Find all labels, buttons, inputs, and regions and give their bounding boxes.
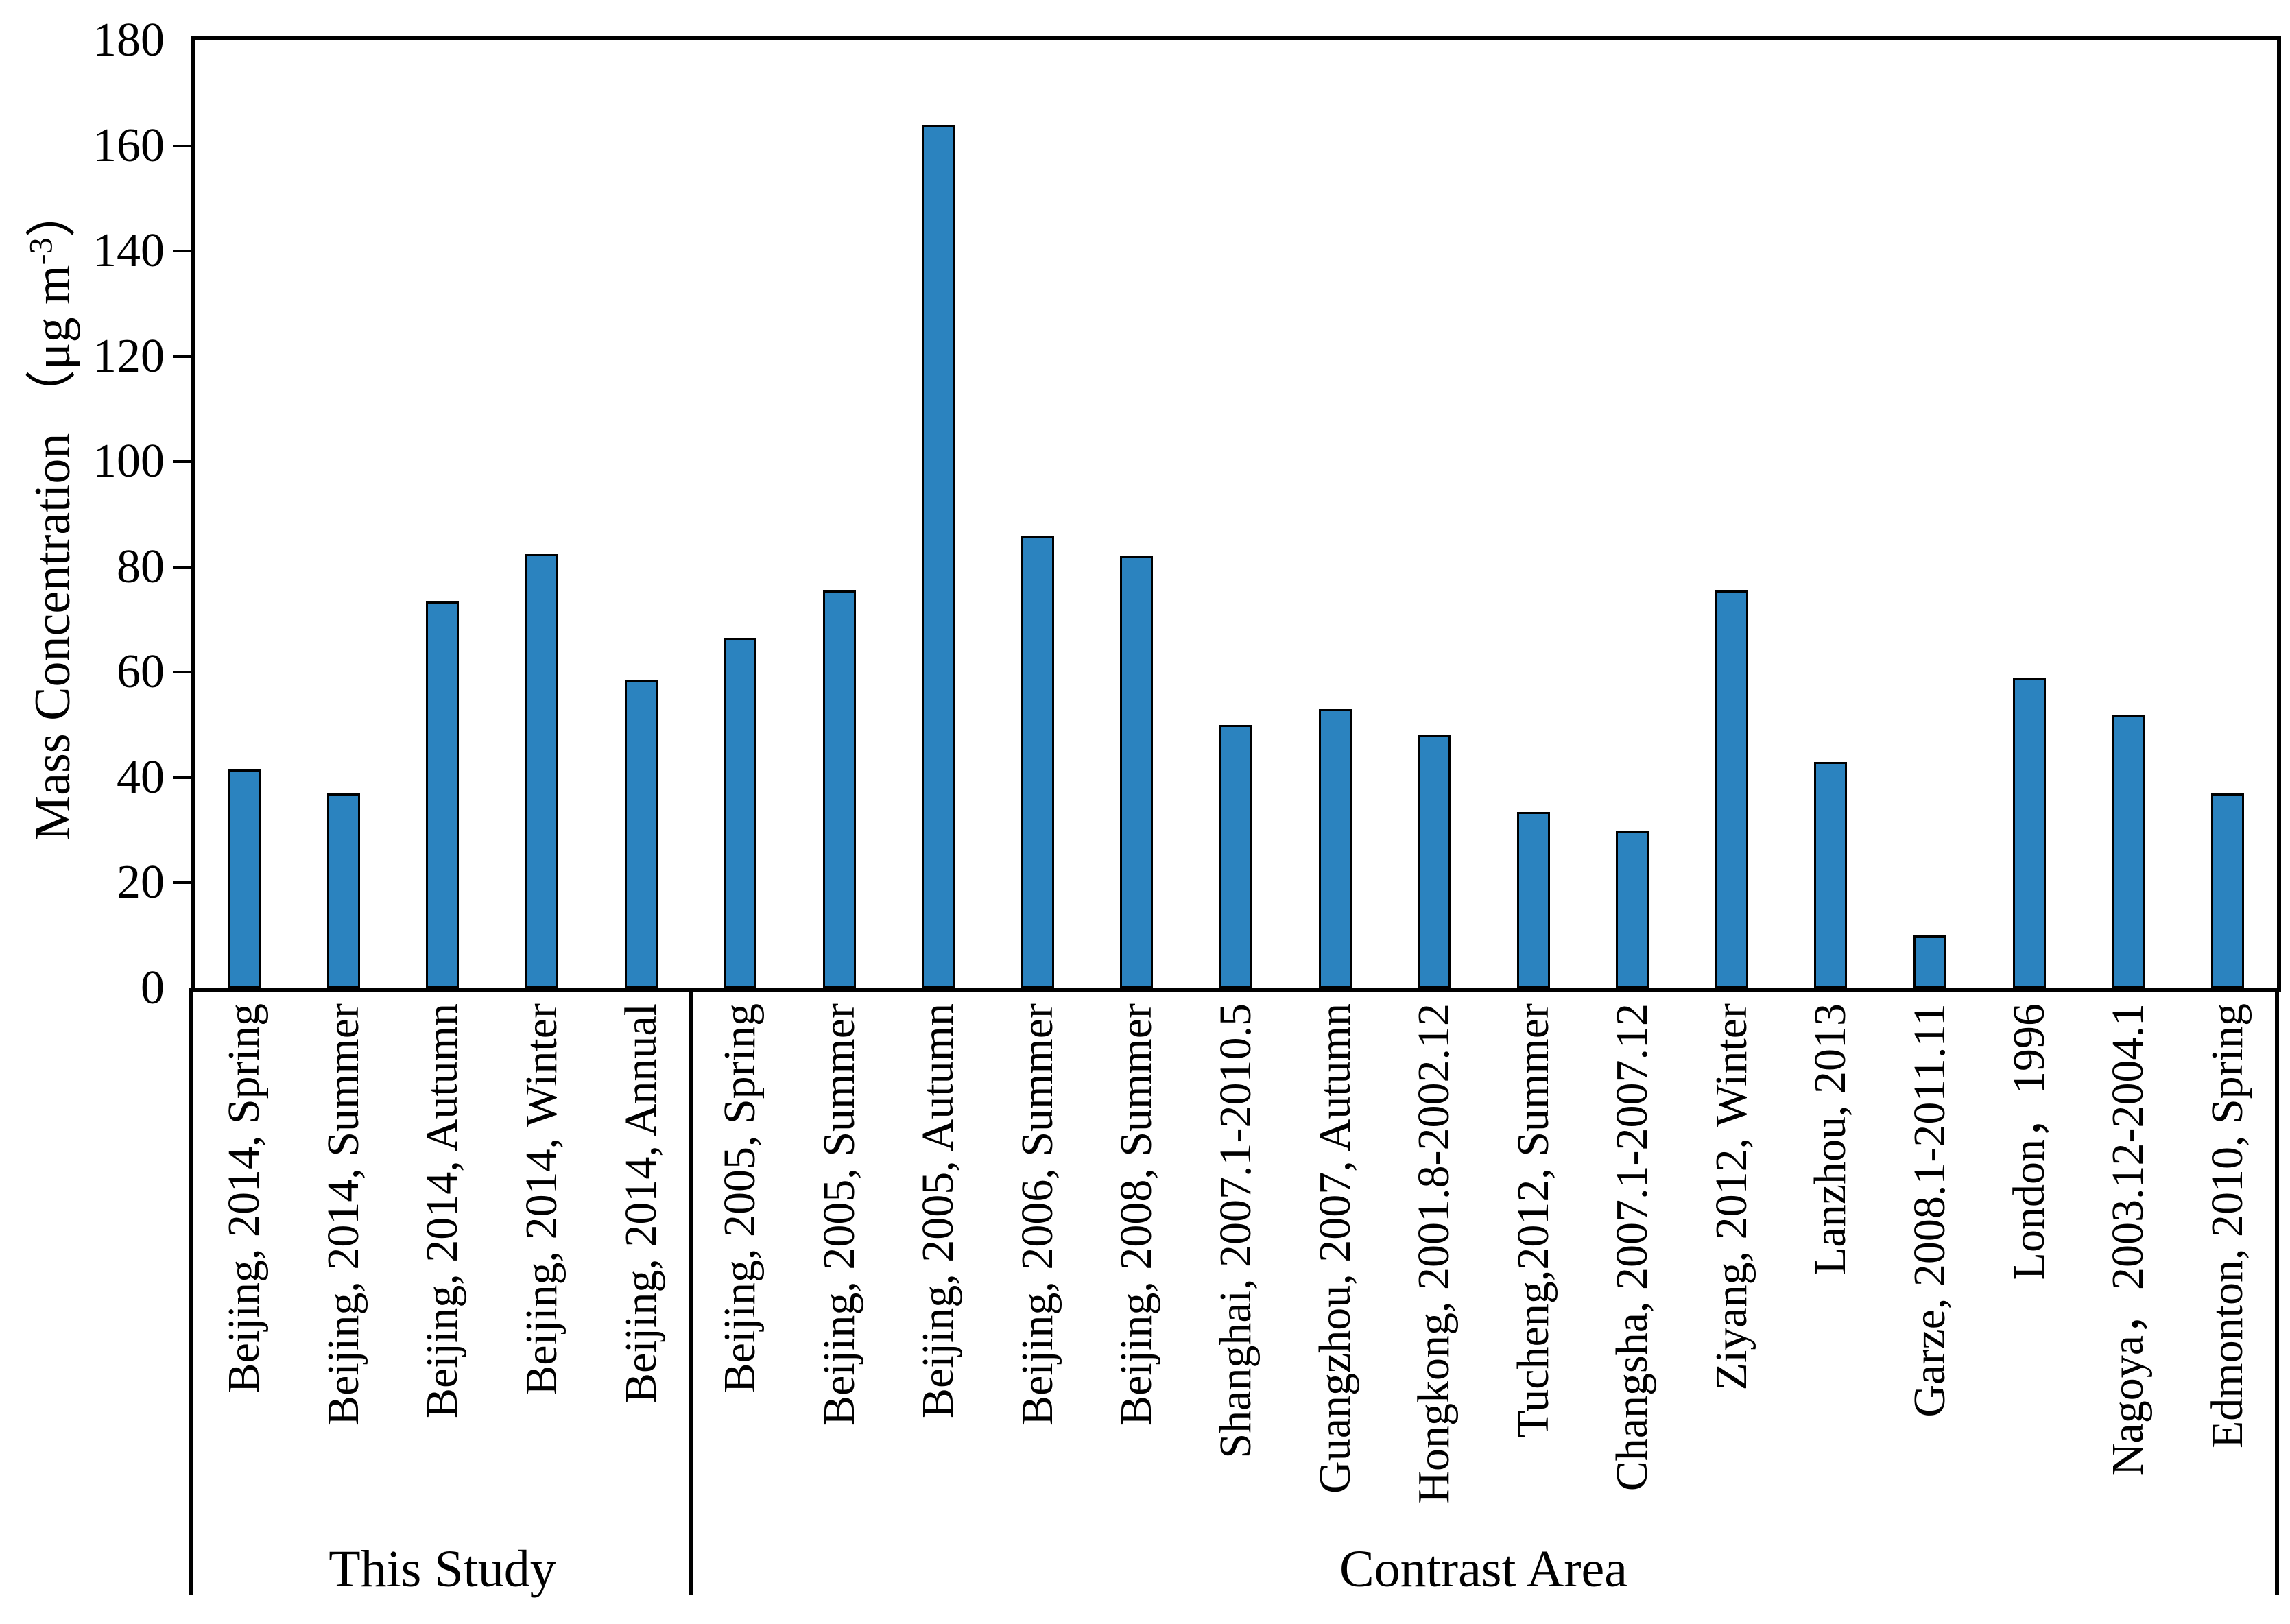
- x-category-label-16: Ziyang, 2012, Winter: [1706, 1003, 1756, 1391]
- x-category-label-17: Lanzhou, 2013: [1805, 1003, 1855, 1275]
- x-category-label-6: Beijing, 2005, Spring: [715, 1003, 765, 1394]
- bar-8: [922, 125, 955, 988]
- y-tick-mark-160: [173, 145, 191, 147]
- x-category-label-2: Beijing, 2014, Summer: [318, 1003, 368, 1426]
- y-tick-label-140: 140: [93, 224, 165, 277]
- y-tick-mark-80: [173, 566, 191, 569]
- x-category-label-4: Beijing, 2014, Winter: [516, 1003, 566, 1396]
- bar-4: [525, 554, 558, 988]
- bar-14: [1517, 812, 1550, 988]
- x-category-label-3: Beijing, 2014, Autumn: [417, 1003, 467, 1419]
- bar-17: [1814, 762, 1847, 988]
- bar-11: [1219, 725, 1252, 988]
- bar-9: [1021, 536, 1054, 988]
- bar-15: [1616, 831, 1649, 988]
- y-tick-label-180: 180: [93, 14, 165, 67]
- group-label-2: Contrast Area: [1339, 1540, 1628, 1598]
- y-tick-label-0: 0: [141, 962, 165, 1014]
- bar-3: [426, 601, 459, 988]
- bar-6: [724, 638, 756, 988]
- bar-16: [1715, 590, 1748, 988]
- group-label-1: This Study: [329, 1540, 556, 1598]
- bar-12: [1319, 709, 1352, 988]
- x-category-label-5: Beijing, 2014, Annual: [616, 1003, 666, 1403]
- bar-20: [2112, 715, 2145, 988]
- x-category-label-14: Tucheng,2012, Summer: [1508, 1003, 1558, 1438]
- section-divider-2: [689, 988, 693, 1595]
- y-tick-mark-60: [173, 671, 191, 673]
- x-category-label-7: Beijing, 2005, Summer: [814, 1003, 864, 1426]
- bar-13: [1418, 735, 1451, 988]
- x-category-label-20: Nagoya，2003.12-2004.1: [2103, 1003, 2153, 1477]
- y-tick-mark-40: [173, 776, 191, 779]
- x-category-label-1: Beijing, 2014, Spring: [219, 1003, 269, 1394]
- y-tick-mark-140: [173, 250, 191, 252]
- y-tick-label-80: 80: [117, 540, 165, 593]
- x-category-label-21: Edmonton, 2010, Spring: [2202, 1003, 2252, 1449]
- x-category-label-18: Garze, 2008.1-2011.11: [1905, 1003, 1955, 1418]
- section-divider-3: [2275, 988, 2279, 1595]
- y-tick-label-60: 60: [117, 645, 165, 698]
- y-tick-label-40: 40: [117, 751, 165, 804]
- x-category-label-10: Beijing, 2008, Summer: [1111, 1003, 1161, 1426]
- bar-1: [228, 769, 261, 988]
- x-category-label-13: Hongkong, 2001.8-2002.12: [1409, 1003, 1459, 1504]
- y-tick-mark-20: [173, 881, 191, 884]
- bar-7: [823, 590, 856, 988]
- bar-21: [2211, 793, 2244, 988]
- y-tick-label-160: 160: [93, 119, 165, 172]
- x-category-label-11: Shanghai, 2007.1-2010.5: [1210, 1003, 1261, 1459]
- y-tick-mark-120: [173, 355, 191, 358]
- y-tick-label-100: 100: [93, 435, 165, 488]
- x-category-label-12: Guangzhou, 2007, Autumn: [1310, 1003, 1360, 1494]
- bar-5: [625, 680, 658, 988]
- plot-area: [191, 36, 2281, 992]
- y-tick-label-120: 120: [93, 330, 165, 383]
- bar-2: [327, 793, 360, 988]
- bar-10: [1120, 556, 1153, 988]
- y-tick-label-20: 20: [117, 856, 165, 909]
- x-category-label-8: Beijing, 2005, Autumn: [913, 1003, 963, 1419]
- y-tick-mark-100: [173, 460, 191, 463]
- y-axis-title: Mass Concentration （μg m-3）: [23, 187, 81, 840]
- section-divider-1: [189, 988, 193, 1595]
- bar-19: [2013, 678, 2046, 988]
- bar-18: [1913, 935, 1946, 988]
- x-category-label-19: London，1996: [2004, 1003, 2054, 1280]
- x-category-label-15: Changsha, 2007.1-2007.12: [1607, 1003, 1657, 1492]
- x-category-label-9: Beijing, 2006, Summer: [1012, 1003, 1062, 1426]
